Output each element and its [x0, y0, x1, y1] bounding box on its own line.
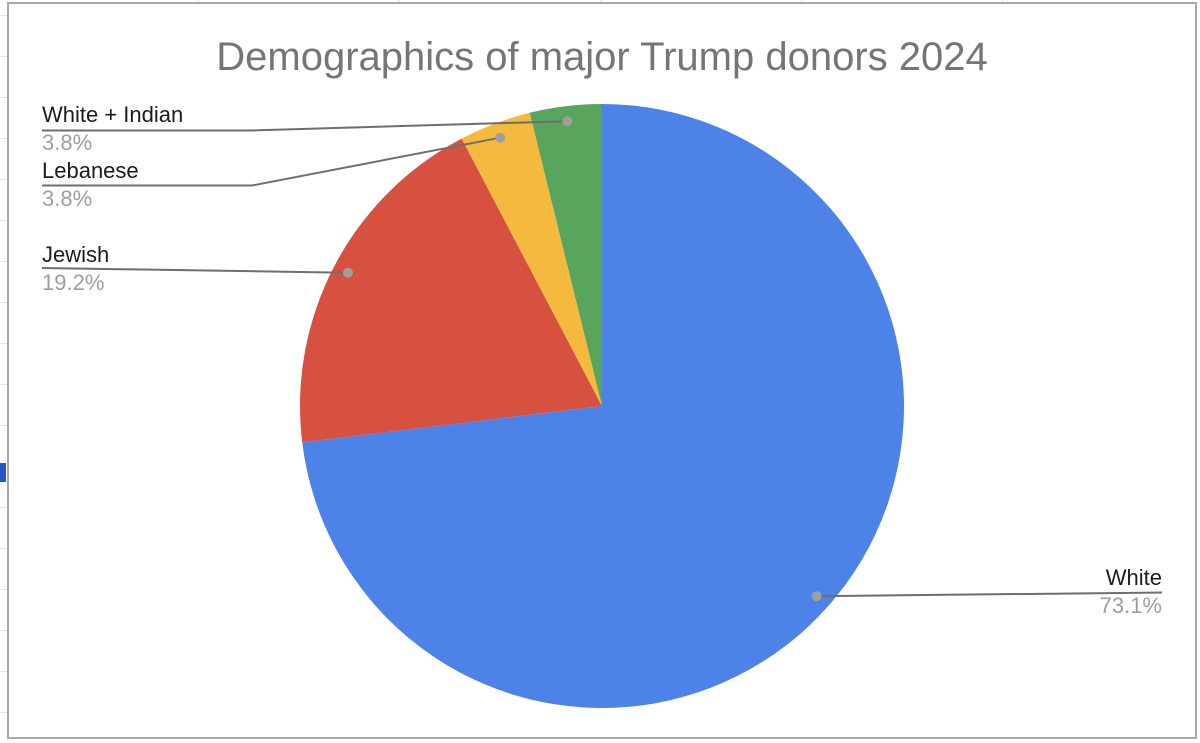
sheet-gridline [0, 261, 7, 262]
slice-label-white-indian: White + Indian [42, 102, 184, 127]
sheet-gridline [0, 384, 7, 385]
sheet-gridline [399, 0, 400, 2]
sheet-gridline [198, 0, 199, 2]
sheet-gridline [1002, 0, 1003, 2]
pie-slice-white[interactable] [302, 104, 904, 708]
sheet-gridline [0, 425, 7, 426]
chart-container[interactable]: Demographics of major Trump donors 2024 … [7, 2, 1197, 739]
chart-title: Demographics of major Trump donors 2024 [216, 35, 988, 79]
sheet-gridline [0, 302, 7, 303]
callout-leader-line [41, 267, 349, 274]
sheet-gridline [801, 0, 802, 2]
sheet-gridline [600, 0, 601, 2]
sheet-selection-fragment [0, 463, 6, 482]
slice-percent-white: 73.1% [1099, 593, 1162, 618]
slice-label-jewish: Jewish [42, 242, 110, 267]
callout-leader-line [816, 591, 1163, 598]
callout-leader-line [42, 136, 501, 187]
sheet-gridline [0, 179, 7, 180]
sheet-gridline [0, 15, 7, 16]
pie-slice-white-indian[interactable] [529, 104, 602, 406]
slice-percent-jewish: 19.2% [42, 270, 105, 295]
pie-slice-jewish[interactable] [299, 138, 602, 443]
sheet-gridlines-left [0, 0, 7, 743]
callout-white-indian: White + Indian 3.8% [42, 101, 183, 157]
slice-label-white: White [1105, 565, 1162, 590]
sheet-gridline [0, 548, 7, 549]
sheet-gridlines-top [0, 0, 1200, 2]
sheet-gridline [0, 712, 7, 713]
sheet-gridline [0, 220, 7, 221]
callout-lebanese: Lebanese 3.8% [42, 157, 139, 213]
sheet-gridline [0, 138, 7, 139]
slice-percent-lebanese: 3.8% [42, 186, 93, 211]
sheet-gridline [0, 630, 7, 631]
slice-label-lebanese: Lebanese [42, 158, 139, 183]
callout-jewish: Jewish 19.2% [42, 241, 109, 297]
sheet-gridline [0, 343, 7, 344]
callout-anchor-dot [811, 591, 822, 602]
callout-anchor-dot [495, 132, 506, 143]
sheet-gridline [0, 56, 7, 57]
slice-percent-white-indian: 3.8% [42, 130, 93, 155]
callout-white: White 73.1% [1100, 564, 1162, 620]
pie-slice-lebanese[interactable] [461, 112, 602, 406]
callout-anchor-dot [343, 267, 353, 278]
callout-anchor-dot [562, 116, 573, 127]
sheet-gridline [0, 97, 7, 98]
sheet-gridline [0, 589, 7, 590]
sheet-gridline [0, 507, 7, 508]
sheet-gridline [0, 671, 7, 672]
callout-leader-line [42, 120, 568, 132]
